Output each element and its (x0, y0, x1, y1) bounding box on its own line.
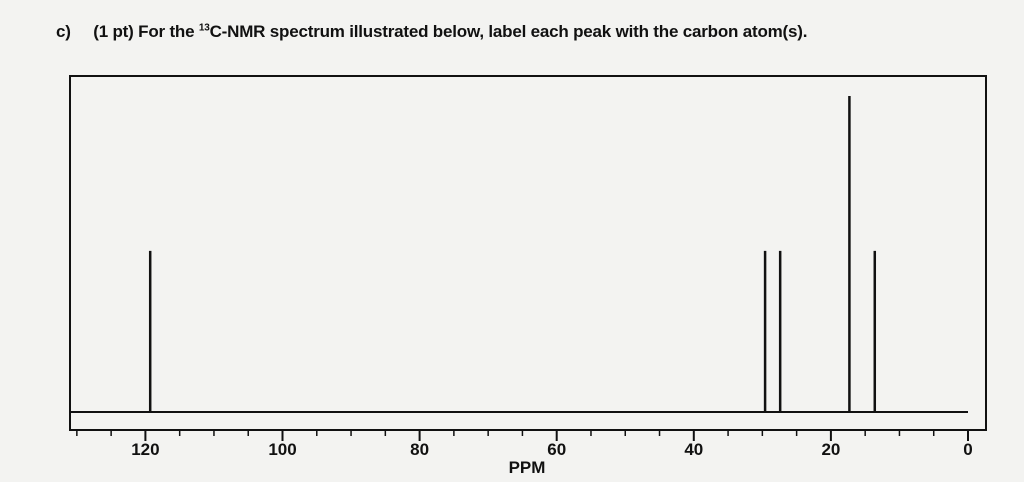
tick-label-40: 40 (684, 440, 703, 459)
question-text-before: For the (138, 22, 199, 41)
question-label: c) (56, 22, 71, 41)
tick-label-60: 60 (547, 440, 566, 459)
tick-label-80: 80 (410, 440, 429, 459)
tick-label-0: 0 (963, 440, 972, 459)
question-points: (1 pt) (93, 22, 134, 41)
tick-label-100: 100 (268, 440, 296, 459)
question-text-after: C-NMR spectrum illustrated below, label … (209, 22, 808, 41)
tick-label-120: 120 (131, 440, 159, 459)
x-axis-label: PPM (509, 458, 546, 477)
plot-frame (69, 75, 987, 431)
isotope-mass: 13 (198, 22, 210, 34)
question-text: c) (1 pt) For the 13C-NMR spectrum illus… (56, 22, 807, 42)
tick-label-20: 20 (821, 440, 840, 459)
